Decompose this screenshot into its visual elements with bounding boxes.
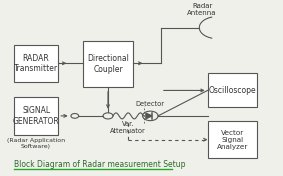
Text: SIGNAL
GENERATOR: SIGNAL GENERATOR: [13, 106, 59, 126]
Bar: [208, 121, 258, 158]
Text: Directional
Coupler: Directional Coupler: [87, 54, 129, 74]
Text: Detector: Detector: [136, 101, 165, 107]
Text: Var.
Attenuator: Var. Attenuator: [110, 121, 146, 134]
Bar: [14, 97, 58, 135]
Text: RADAR
Transmitter: RADAR Transmitter: [14, 54, 58, 73]
Text: (Radar Application
Software): (Radar Application Software): [7, 138, 65, 149]
Polygon shape: [146, 113, 152, 119]
Text: Vector
Signal
Analyzer: Vector Signal Analyzer: [217, 130, 248, 150]
Text: Radar
Antenna: Radar Antenna: [187, 3, 217, 16]
Bar: [14, 45, 58, 82]
Bar: [83, 41, 133, 87]
Text: Block Diagram of Radar measurement Setup: Block Diagram of Radar measurement Setup: [14, 159, 185, 168]
Text: Oscilloscope: Oscilloscope: [209, 86, 256, 95]
Bar: [208, 73, 258, 107]
